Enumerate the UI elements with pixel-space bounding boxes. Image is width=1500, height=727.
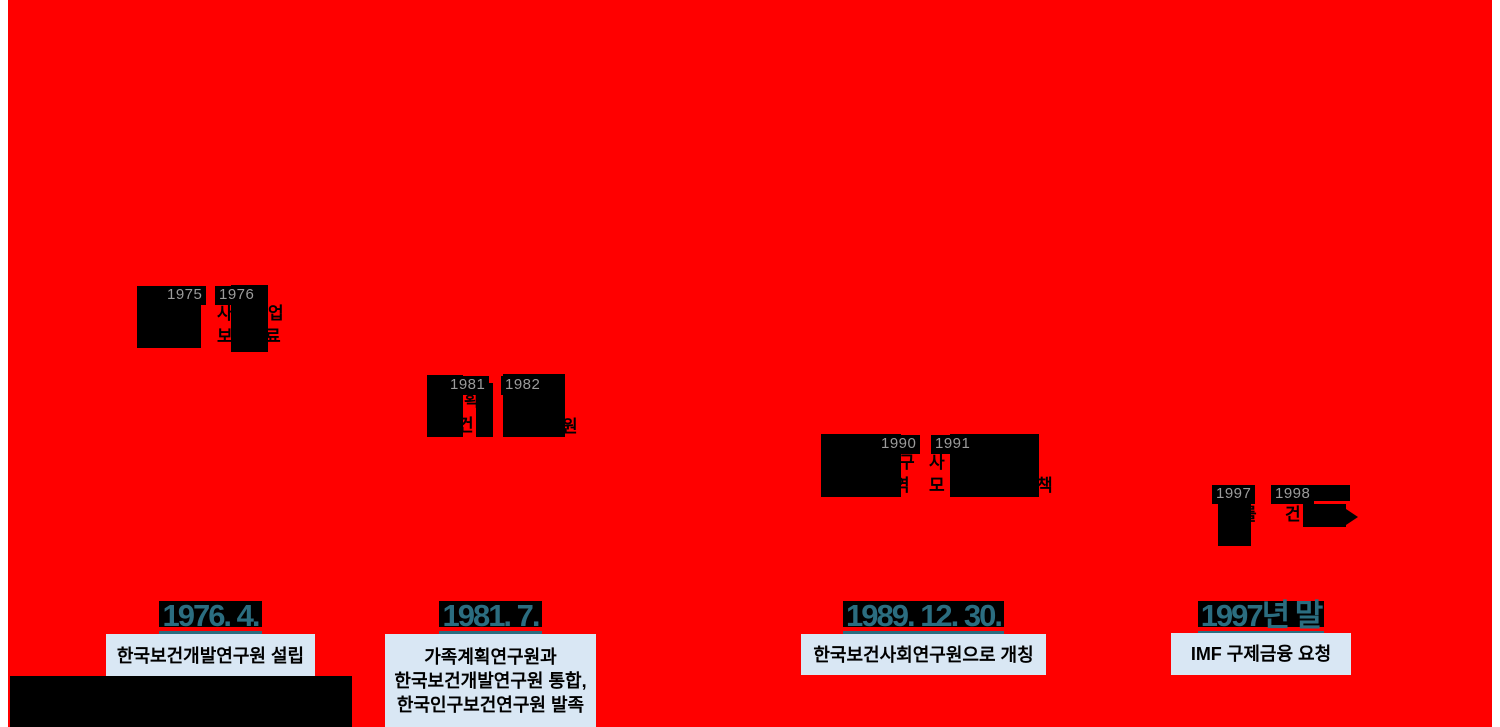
milestone-description-box: 한국보건개발연구원 설립 [106, 634, 315, 677]
caption-fragment: 원 [562, 417, 578, 436]
milestone-description-box: 한국보건사회연구원으로 개칭 [801, 634, 1046, 675]
milestone-date: 1997년 말 [1197, 600, 1325, 634]
milestone-1981: 1981. 7. 가족계획연구원과 한국보건개발연구원 통합, 한국인구보건연구… [385, 600, 596, 727]
milestone-description: 한국보건사회연구원으로 개칭 [813, 644, 1034, 665]
redaction-bar [1303, 504, 1346, 527]
timeline-slide: 사 업 보 료 1975 1976 획 건 원 1981 1982 구 역 사 … [8, 0, 1492, 727]
caption-fragment: 료 [265, 327, 281, 346]
year-label: 1976 [215, 286, 259, 305]
year-label: 1990 [877, 435, 921, 454]
caption-fragment: 사 [929, 453, 945, 472]
milestone-1997: 1997년 말 IMF 구제금융 요청 [1171, 600, 1351, 727]
year-label: 1981 [446, 376, 490, 395]
milestone-1976: 1976. 4. 한국보건개발연구원 설립 [106, 600, 315, 727]
caption-fragment: 업 [268, 304, 284, 323]
milestone-description-line: 가족계획연구원과 [424, 646, 557, 667]
redaction-bar [1306, 485, 1350, 501]
redacted-footer-block [10, 676, 352, 727]
caption-fragment: 구 [899, 453, 915, 472]
year-label: 1997 [1212, 485, 1256, 504]
year-label: 1982 [501, 376, 545, 395]
milestone-date: 1989. 12. 30. [843, 600, 1004, 634]
milestone-description: IMF 구제금융 요청 [1190, 644, 1332, 664]
milestone-1989: 1989. 12. 30. 한국보건사회연구원으로 개칭 [801, 600, 1046, 727]
caption-fragment: 모 [929, 476, 945, 495]
arrow-right-icon [1346, 509, 1358, 525]
year-label: 1975 [163, 286, 207, 305]
caption-fragment: 사 [217, 304, 233, 323]
caption-fragment: 보 [217, 327, 233, 346]
redaction-bar [476, 383, 493, 437]
milestone-date: 1976. 4. [159, 600, 262, 634]
milestone-description-line: 한국인구보건연구원 발족 [396, 694, 585, 715]
milestone-description: 한국보건개발연구원 설립 [116, 645, 305, 666]
milestone-date: 1981. 7. [439, 600, 542, 634]
milestone-description-box: IMF 구제금융 요청 [1171, 633, 1351, 675]
milestone-description-box: 가족계획연구원과 한국보건개발연구원 통합, 한국인구보건연구원 발족 [385, 634, 596, 727]
caption-fragment: 책 [1037, 476, 1053, 495]
year-label: 1998 [1271, 485, 1315, 504]
caption-fragment: 획 [464, 391, 480, 410]
year-label: 1991 [931, 435, 975, 454]
caption-fragment: 건 [1285, 505, 1301, 524]
milestone-description-line: 한국보건개발연구원 통합, [394, 670, 587, 691]
redacted-photo [1218, 500, 1251, 546]
